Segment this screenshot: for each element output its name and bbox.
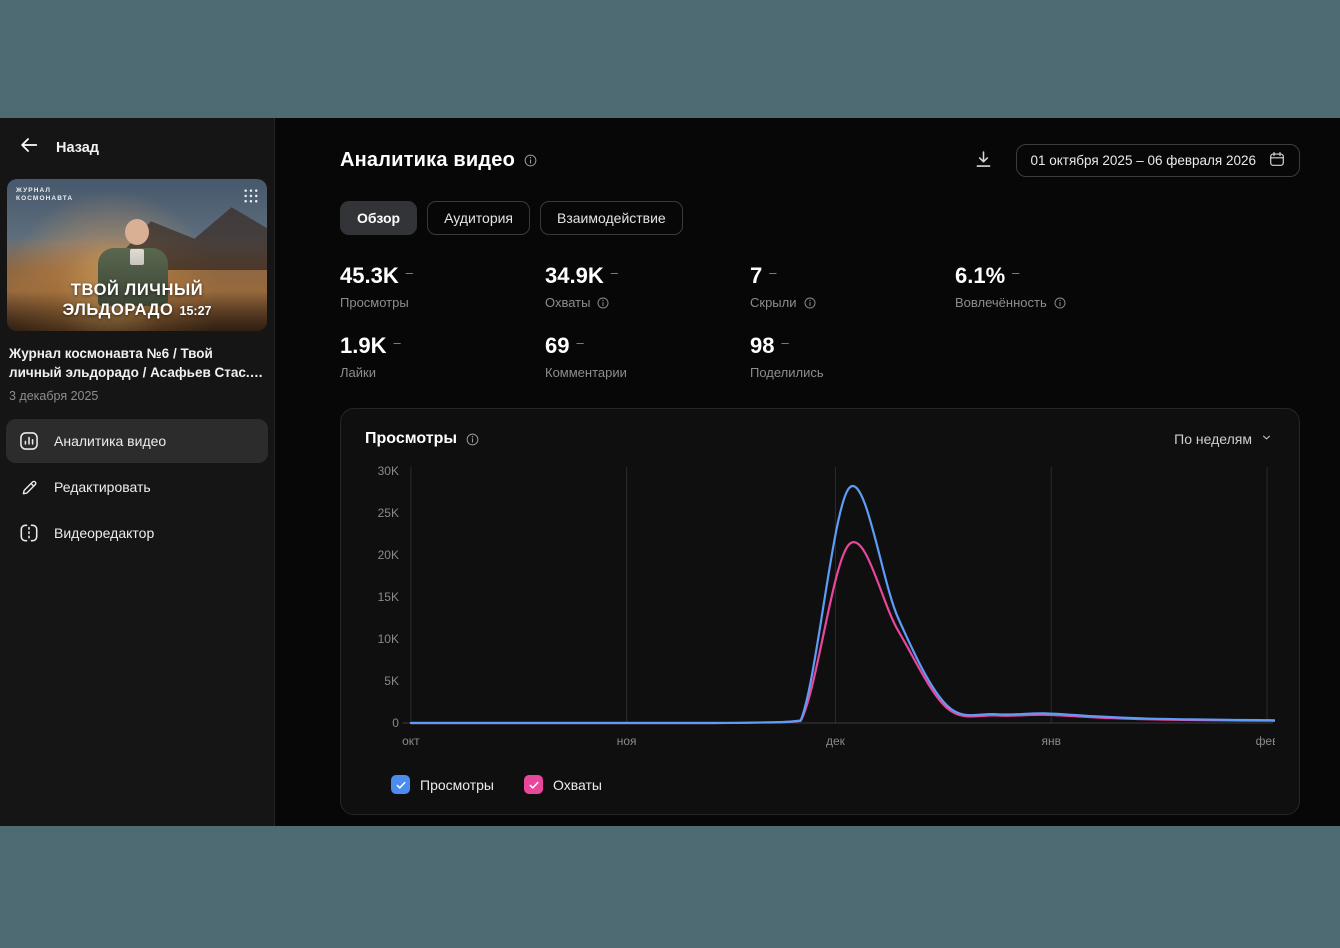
video-editor-icon (18, 522, 40, 544)
sidebar-item-label: Редактировать (54, 479, 151, 495)
video-title: Журнал космонавта №6 / Твой личный эльдо… (9, 346, 264, 380)
pencil-icon (18, 477, 40, 498)
stats-grid: 45.3K – Просмотры 34.9K – Охваты 7– Скрыли… (340, 263, 1300, 380)
analytics-icon (18, 430, 40, 452)
chevron-down-icon (1260, 431, 1273, 447)
legend-toggle-reach[interactable]: Охваты (524, 775, 602, 794)
calendar-icon (1268, 150, 1286, 171)
stat-likes: 1.9K – Лайки (340, 333, 401, 380)
chart-info-icon[interactable] (465, 432, 480, 447)
svg-text:25K: 25K (378, 506, 399, 520)
svg-text:20K: 20K (378, 548, 399, 562)
svg-text:фев: фев (1256, 734, 1275, 748)
tab-engagement[interactable]: Взаимодействие (540, 201, 683, 235)
views-chart-card: Просмотры По неделям окт ноя дек янв фев 0 5K 1… (340, 408, 1300, 815)
sidebar-item-video-editor[interactable]: Видеоредактор (6, 511, 268, 555)
sidebar-item-edit[interactable]: Редактировать (6, 465, 268, 509)
video-publish-date: 3 декабря 2025 (9, 389, 99, 403)
trend-indicator: – (405, 265, 413, 280)
stat-engagement: 6.1% – Вовлечённость (955, 263, 1300, 310)
sidebar-item-label: Видеоредактор (54, 525, 155, 541)
stat-views: 45.3K – Просмотры (340, 263, 413, 310)
checked-checkbox-icon (391, 775, 410, 794)
svg-text:ноя: ноя (617, 734, 637, 748)
stat-comments: 69– Комментарии (545, 333, 627, 380)
analytics-tabs: Обзор Аудитория Взаимодействие (340, 201, 1300, 235)
trend-indicator: – (769, 265, 777, 280)
stat-shares: 98– Поделились (750, 333, 824, 380)
download-icon (973, 149, 994, 173)
tab-audience[interactable]: Аудитория (427, 201, 531, 235)
stat-reach: 34.9K – Охваты (545, 263, 618, 310)
svg-text:30K: 30K (378, 464, 399, 478)
app-window: Назад ЖУРНАЛ КОСМОНАВТА ТВОЙ ЛИЧНЫЙ ЭЛЬД… (0, 118, 1340, 826)
svg-text:окт: окт (402, 734, 420, 748)
svg-text:дек: дек (826, 734, 846, 748)
sidebar-item-video-analytics[interactable]: Аналитика видео (6, 419, 268, 463)
checked-checkbox-icon (524, 775, 543, 794)
video-duration: 15:27 (179, 304, 212, 318)
hidden-info-icon[interactable] (803, 296, 817, 310)
svg-text:0: 0 (392, 716, 399, 730)
engagement-info-icon[interactable] (1053, 296, 1067, 310)
chart-title: Просмотры (365, 430, 458, 447)
stat-hidden: 7– Скрыли (750, 263, 955, 310)
svg-text:10K: 10K (378, 632, 399, 646)
sidebar: Назад ЖУРНАЛ КОСМОНАВТА ТВОЙ ЛИЧНЫЙ ЭЛЬД… (0, 118, 275, 826)
thumbnail-channel-badge: ЖУРНАЛ КОСМОНАВТА (16, 187, 74, 202)
chart-legend: Просмотры Охваты (365, 775, 1275, 794)
video-thumbnail[interactable]: ЖУРНАЛ КОСМОНАВТА ТВОЙ ЛИЧНЫЙ ЭЛЬДОРАДО 1… (7, 179, 267, 331)
chart-card-header: Просмотры По неделям (365, 427, 1275, 451)
trend-indicator: – (576, 335, 584, 350)
date-range-picker[interactable]: 01 октября 2025 – 06 февраля 2026 (1016, 144, 1300, 177)
date-range-label: 01 октября 2025 – 06 февраля 2026 (1030, 153, 1256, 168)
trend-indicator: – (393, 335, 401, 350)
svg-text:янв: янв (1042, 734, 1061, 748)
back-arrow-icon (18, 134, 40, 161)
thumbnail-logo-icon (242, 187, 258, 203)
legend-label: Просмотры (420, 776, 494, 793)
svg-text:5K: 5K (384, 674, 399, 688)
sidebar-menu: Аналитика видео Редактировать Видеоредак… (6, 419, 268, 555)
sidebar-item-label: Аналитика видео (54, 433, 167, 449)
thumbnail-title: ТВОЙ ЛИЧНЫЙ ЭЛЬДОРАДО 15:27 (62, 281, 212, 319)
svg-text:15K: 15K (378, 590, 399, 604)
main-header: Аналитика видео 01 октября 2025 – 06 фев… (340, 144, 1300, 177)
analytics-main: Аналитика видео 01 октября 2025 – 06 фев… (276, 118, 1340, 826)
legend-toggle-views[interactable]: Просмотры (391, 775, 494, 794)
trend-indicator: – (1012, 265, 1020, 280)
tab-overview[interactable]: Обзор (340, 201, 418, 235)
download-button[interactable] (969, 145, 998, 177)
back-label: Назад (56, 139, 99, 156)
trend-indicator: – (781, 335, 789, 350)
views-chart: окт ноя дек янв фев 0 5K 10K 15K 20K 25K 30K (378, 464, 1275, 748)
page-title: Аналитика видео (340, 149, 516, 171)
back-button[interactable]: Назад (6, 118, 268, 175)
page-title-info-icon[interactable] (523, 153, 538, 168)
legend-label: Охваты (553, 776, 602, 793)
granularity-dropdown[interactable]: По неделям (1172, 427, 1275, 451)
reach-info-icon[interactable] (596, 296, 610, 310)
trend-indicator: – (610, 265, 618, 280)
